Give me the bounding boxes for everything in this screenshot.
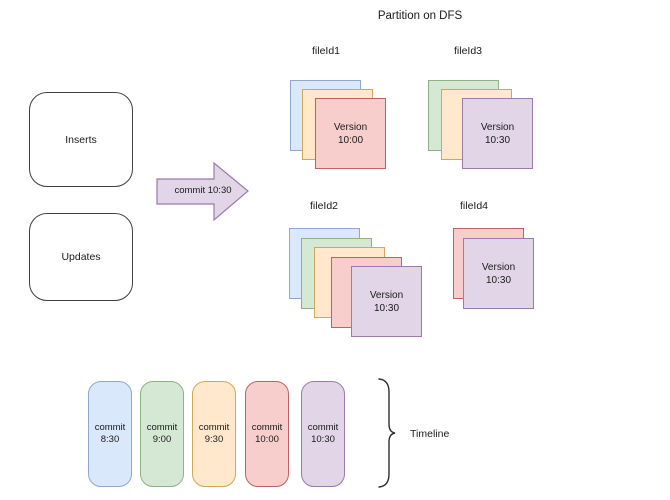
version-label: Version	[480, 121, 515, 133]
commit-pill-word: commit	[146, 422, 178, 433]
version-time: 10:00	[337, 134, 364, 146]
commit-arrow-label: commit 10:30	[174, 185, 232, 196]
timeline-brace-icon	[378, 378, 396, 488]
commit-pill-word: commit	[94, 422, 126, 433]
version-time: 10:30	[373, 302, 400, 314]
commit-pill-830: commit 8:30	[88, 381, 132, 487]
commit-pill-word: commit	[307, 422, 339, 433]
commit-pill-1000: commit 10:00	[245, 381, 289, 487]
timeline-label: Timeline	[410, 428, 450, 440]
commit-pill-time: 9:30	[204, 434, 224, 445]
version-time: 10:30	[485, 274, 512, 286]
commit-pill-word: commit	[251, 422, 283, 433]
updates-box: Updates	[29, 213, 133, 301]
file-version-card: Version 10:30	[351, 266, 422, 337]
commit-pill-1030: commit 10:30	[301, 381, 345, 487]
file-group-label-fileid3: fileId3	[453, 45, 483, 57]
commit-pill-word: commit	[198, 422, 230, 433]
partition-title: Partition on DFS	[377, 10, 463, 22]
commit-pill-time: 10:00	[255, 434, 279, 445]
commit-pill-time: 9:00	[152, 434, 172, 445]
file-version-card: Version 10:30	[463, 238, 534, 309]
inserts-label: Inserts	[65, 133, 97, 146]
version-label: Version	[481, 261, 516, 273]
commit-pill-time: 10:30	[311, 434, 335, 445]
file-group-label-fileid1: fileId1	[311, 45, 341, 57]
file-version-card: Version 10:00	[315, 98, 386, 169]
file-group-label-fileid2: fileId2	[309, 200, 339, 212]
file-version-card: Version 10:30	[462, 98, 533, 169]
updates-label: Updates	[61, 251, 101, 263]
commit-pill-930: commit 9:30	[192, 381, 236, 487]
version-label: Version	[333, 121, 368, 133]
file-group-label-fileid4: fileId4	[459, 200, 489, 212]
version-label: Version	[369, 289, 404, 301]
inserts-box: Inserts	[29, 92, 133, 187]
version-time: 10:30	[484, 134, 511, 146]
commit-pill-900: commit 9:00	[140, 381, 184, 487]
commit-pill-time: 8:30	[100, 434, 120, 445]
